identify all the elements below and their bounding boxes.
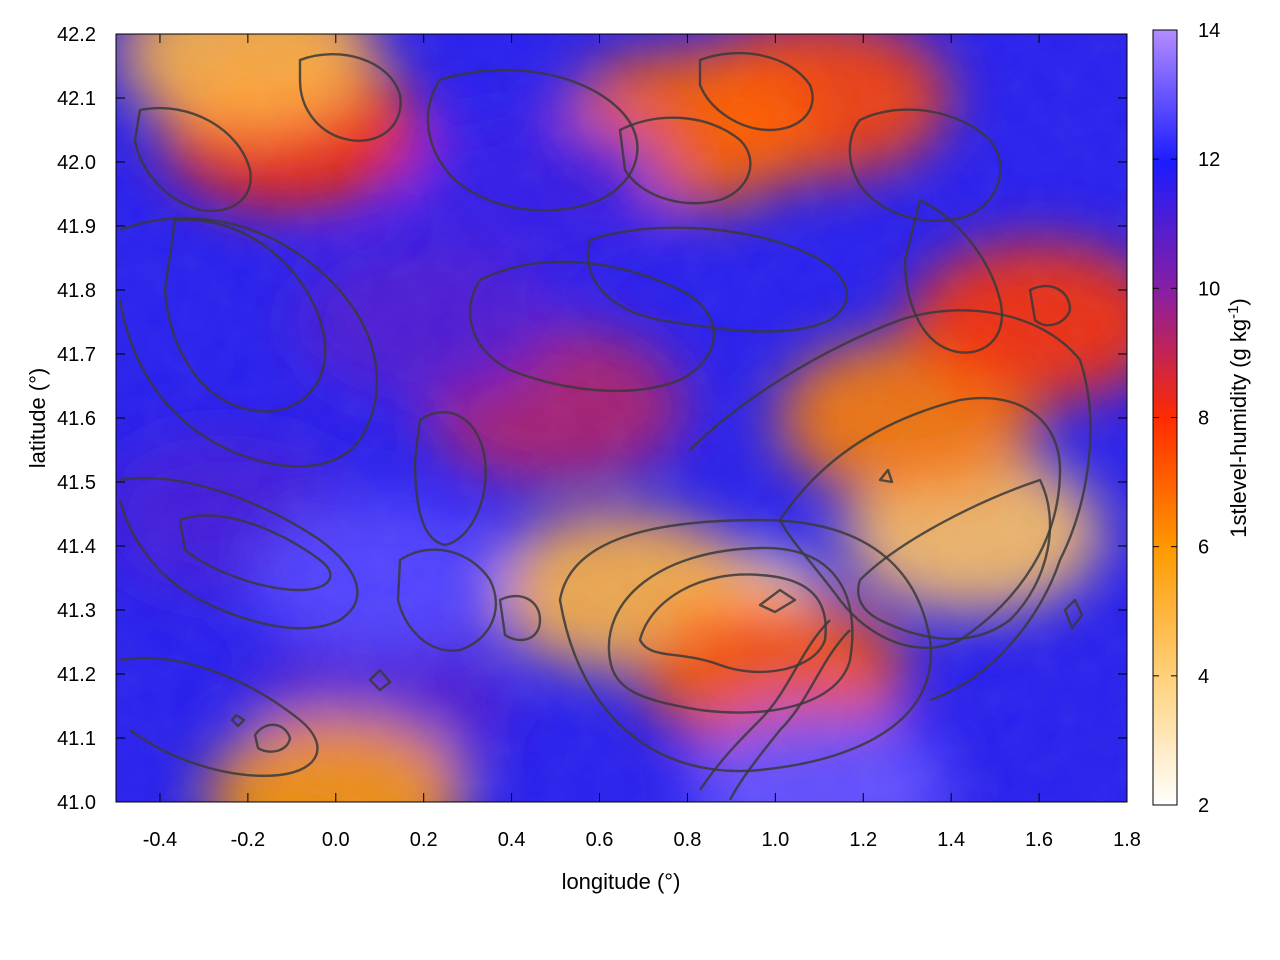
y-tick-label: 41.9 <box>57 216 96 238</box>
colorbar-tick-label: 8 <box>1198 408 1209 430</box>
colorbar-tick-label: 10 <box>1198 278 1220 300</box>
colorbar-title: 1stlevel-humidity (g kg-1) <box>1225 298 1251 538</box>
contour-line <box>1063 598 1084 630</box>
x-tick-label: 1.8 <box>1113 829 1141 851</box>
contour-line <box>178 514 332 592</box>
y-tick-label: 41.1 <box>57 728 96 750</box>
contour-line <box>778 396 1062 649</box>
y-tick-label: 41.2 <box>57 664 96 686</box>
heatmap-field <box>116 34 1127 802</box>
x-tick-label: 0.0 <box>322 829 350 851</box>
contour-line <box>698 51 814 132</box>
contour-line <box>1028 284 1072 327</box>
contour-line <box>118 216 379 468</box>
contour-line <box>298 53 402 142</box>
contour-lines <box>118 51 1092 801</box>
y-tick-label: 41.6 <box>57 408 96 430</box>
colorbar-tick-label: 14 <box>1198 20 1220 42</box>
contour-line <box>758 588 797 614</box>
contour-line <box>638 573 827 674</box>
x-tick-label: 0.4 <box>498 829 526 851</box>
contour-line <box>903 198 1003 354</box>
contour-line <box>848 108 1002 223</box>
contour-line <box>118 476 359 630</box>
colorbar-tick-label: 4 <box>1198 666 1209 688</box>
contour-line <box>119 656 319 777</box>
y-tick-label: 41.3 <box>57 600 96 622</box>
y-tick-label: 41.8 <box>57 280 96 302</box>
colorbar-tick-label: 6 <box>1198 537 1209 559</box>
contour-line <box>133 106 252 213</box>
y-tick-label: 41.0 <box>57 792 96 814</box>
contour-line <box>607 546 854 714</box>
x-tick-label: 0.8 <box>674 829 702 851</box>
contour-line <box>468 260 716 393</box>
contour-line <box>689 309 1092 702</box>
contour-line <box>699 619 831 791</box>
colorbar-tick-label: 2 <box>1198 795 1209 817</box>
contour-line <box>253 723 292 753</box>
colorbar-tick-label: 12 <box>1198 149 1220 171</box>
x-tick-label: 1.4 <box>937 829 965 851</box>
contour-line <box>163 218 327 413</box>
contour-line <box>368 668 392 692</box>
x-tick-label: -0.4 <box>143 829 177 851</box>
x-tick-label: -0.2 <box>231 829 265 851</box>
heatmap-texture <box>116 34 1127 802</box>
y-axis-ticks: 41.0 41.1 41.2 41.3 41.4 41.5 41.6 41.7 41.8 41.9… <box>57 24 1127 814</box>
contour-line <box>426 68 639 212</box>
y-tick-label: 41.5 <box>57 472 96 494</box>
contour-line <box>878 468 894 484</box>
contour-line <box>498 594 542 642</box>
y-tick-label: 42.2 <box>57 24 96 46</box>
contour-line <box>413 410 487 547</box>
y-tick-label: 42.0 <box>57 152 96 174</box>
contour-line <box>396 548 498 652</box>
x-tick-label: 0.6 <box>586 829 614 851</box>
x-axis-title: longitude (°) <box>562 869 681 894</box>
contour-line <box>587 226 848 333</box>
contour-line <box>857 478 1052 641</box>
contour-line <box>230 713 246 728</box>
y-tick-label: 42.1 <box>57 88 96 110</box>
y-axis-title: latitude (°) <box>25 368 50 469</box>
y-tick-label: 41.7 <box>57 344 96 366</box>
x-tick-label: 0.2 <box>410 829 438 851</box>
contour-line <box>618 116 752 205</box>
x-tick-label: 1.6 <box>1025 829 1053 851</box>
colorbar-ticks: 2 4 6 8 10 12 14 <box>1153 20 1220 817</box>
contour-line <box>728 629 851 801</box>
x-tick-label: 1.0 <box>761 829 789 851</box>
y-tick-label: 41.4 <box>57 536 96 558</box>
x-axis-ticks: -0.4 -0.2 0.0 0.2 0.4 0.6 0.8 1.0 1.2 1.4 1.6 1.8 <box>143 34 1141 851</box>
x-tick-label: 1.2 <box>849 829 877 851</box>
